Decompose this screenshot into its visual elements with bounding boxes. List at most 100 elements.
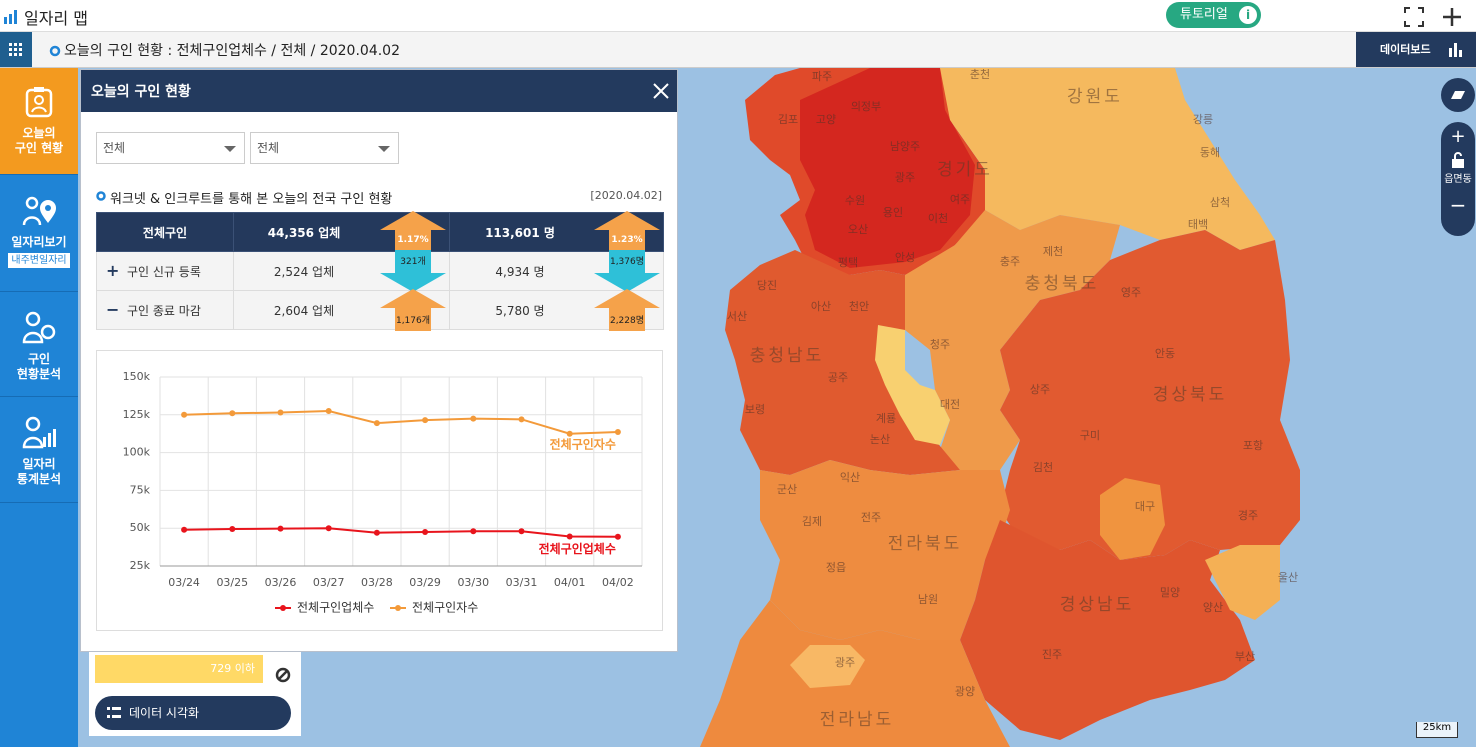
table-row: + 구인 신규 등록 2,524 업체 321개 4,934 명 1,376명 [96,250,664,292]
cell: 4,934 명 1,376명 [449,250,664,292]
x-tick-label: 03/30 [457,576,489,589]
menu-icon [22,311,56,344]
place-label: 정읍 [826,561,846,574]
fullscreen-button[interactable] [1404,7,1424,27]
point [614,533,621,540]
legend-label: 전체구인자수 [412,601,478,615]
place-label: 김천 [1033,460,1053,474]
menu-item[interactable]: 오늘의 구인 현황 [0,68,78,175]
breadcrumb-bar: 오늘의 구인 현황 : 전체구인업체수 / 전체 / 2020.04.02 데이… [0,32,1476,68]
series-line [184,410,618,435]
place-label: 진주 [1042,648,1062,661]
point [566,430,573,437]
series-annotation: 전체구인업체수 [539,541,616,556]
legend-box: 729 이하 데이터 시각화 [89,652,301,736]
menu-label: 일자리 [22,457,56,471]
close-button[interactable] [652,82,670,100]
cell: 113,601 명 1.23% [449,211,664,253]
point [518,416,525,423]
row-sign[interactable]: + [106,261,120,280]
menu-icon [22,196,56,226]
place-label: 오산 [848,223,868,236]
place-label: 당진 [757,279,777,292]
change: 2,228명 [609,316,645,326]
add-button[interactable] [1442,7,1462,27]
x-tick-label: 03/24 [168,576,200,589]
place-label: 영주 [1121,286,1141,299]
row-text: 구인 종료 마감 [127,304,201,318]
place-label: 김제 [802,515,822,528]
change: 1.23% [611,235,643,245]
arrow-shape [380,250,446,292]
y-tick-label: 25k [130,559,151,572]
place-label: 천안 [849,299,869,313]
summary-table: 전체구인 44,356 업체 1.17% 113,601 명 1.23% + 구인… [96,210,664,331]
list-icon [107,707,121,718]
menu-label: 현황분석 [16,367,62,381]
panel-header: 오늘의 구인 현황 [81,70,677,112]
x-tick-label: 03/26 [265,576,297,589]
place-label: 계룡 [876,412,896,425]
cell: 2,604 업체 1,176개 [233,289,450,331]
menu-button[interactable] [0,32,32,67]
zoom-out[interactable]: − [1449,193,1467,217]
change: 321개 [400,257,426,267]
value: 2,524 업체 [273,265,335,279]
place-label: 포항 [1243,439,1263,452]
filter-dropdown[interactable]: 전체 [250,132,399,164]
place-label: 고양 [816,113,836,126]
dashboard-button[interactable]: 데이터보드 [1356,32,1476,67]
value: 113,601 명 [485,226,555,240]
point [373,420,380,427]
tutorial-button[interactable]: 튜토리얼 i [1166,2,1261,28]
sidebar: 오늘의 구인 현황 일자리보기 내주변일자리 구인 현황분석 일자리 통계분석 [0,68,78,747]
region [1000,230,1300,560]
arrow-shape [380,211,446,253]
region-label: 전라남도 [820,710,895,730]
region [960,520,1255,740]
x-tick-label: 03/31 [506,576,538,589]
place-label: 경주 [1238,509,1258,522]
visualize-button[interactable]: 데이터 시각화 [95,696,291,730]
cell: 44,356 업체 1.17% [233,210,450,254]
place-label: 남양주 [890,140,920,153]
y-tick-label: 125k [123,408,151,421]
layer-button[interactable] [1441,78,1475,112]
level-label: 읍면동 [1444,174,1472,185]
toggle-icon[interactable] [275,667,291,683]
region-label: 전라북도 [888,534,963,554]
row-label: − 구인 종료 마감 [96,290,234,330]
filter-dropdown[interactable]: 전체 [96,132,245,164]
x-tick-label: 03/29 [409,576,441,589]
menu-item[interactable]: 구인 현황분석 [0,292,78,397]
legend-label: 전체구인업체수 [297,601,374,615]
breadcrumb: 오늘의 구인 현황 : 전체구인업체수 / 전체 / 2020.04.02 [64,43,400,59]
row-sign[interactable]: − [106,300,120,319]
place-label: 광주 [835,656,855,669]
info-icon: i [1239,6,1257,24]
lock-icon[interactable] [1450,152,1466,168]
place-label: 동해 [1200,145,1220,159]
change-arrow: 1.17% [379,210,447,254]
region-label: 경기도 [937,160,993,180]
point [277,409,284,416]
zoom-in[interactable]: + [1450,126,1466,147]
menu-icon [25,87,53,118]
point [566,533,573,540]
point [325,408,332,415]
menu-label: 통계분석 [16,472,62,486]
place-label: 서산 [727,310,747,323]
value: 5,780 명 [495,304,545,318]
place-label: 전주 [861,511,881,524]
menu-item[interactable]: 일자리 통계분석 [0,397,78,503]
place-label: 김포 [778,113,798,126]
map-scale: 25km [1416,722,1458,738]
menu-label: 오늘의 [22,126,56,140]
value: 44,356 업체 [267,226,341,240]
menu-item[interactable]: 일자리보기 내주변일자리 [0,175,78,292]
app-title: 일자리 맵 [24,9,88,28]
place-label: 태백 [1188,218,1208,231]
point [181,411,188,418]
point [470,528,477,535]
arrow-shape [594,250,660,292]
